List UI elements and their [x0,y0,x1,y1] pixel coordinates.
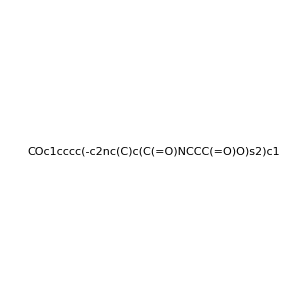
Text: COc1cccc(-c2nc(C)c(C(=O)NCCC(=O)O)s2)c1: COc1cccc(-c2nc(C)c(C(=O)NCCC(=O)O)s2)c1 [27,146,280,157]
